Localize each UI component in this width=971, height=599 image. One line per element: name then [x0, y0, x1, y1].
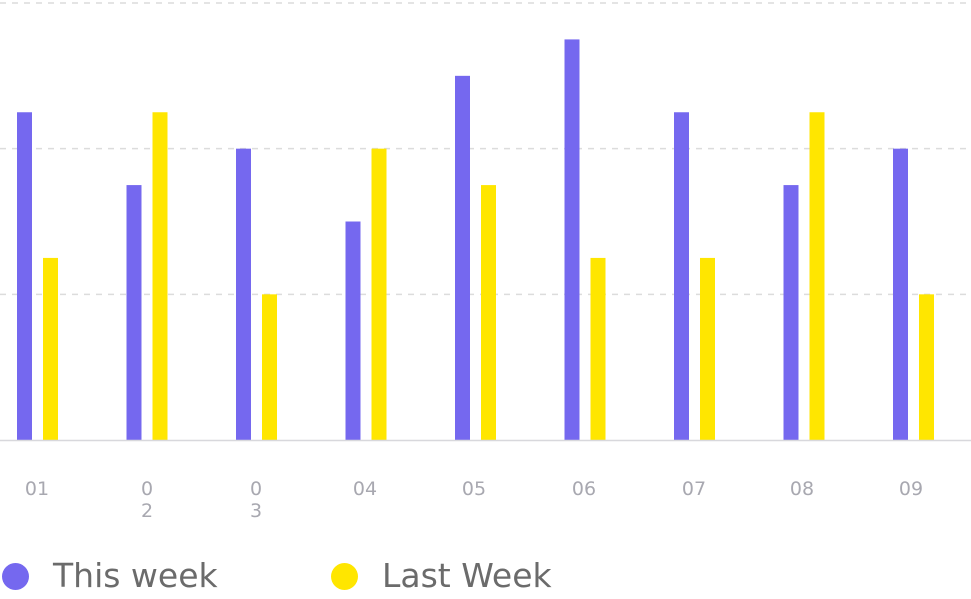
bar-this-week-02: [126, 185, 142, 440]
bar-this-week-03: [236, 148, 251, 440]
bar-this-week-07: [674, 112, 689, 440]
bars: [17, 39, 934, 441]
bar-last-week-04: [371, 148, 387, 440]
x-tick-label-09: 09: [899, 478, 923, 500]
x-tick-label-05: 05: [462, 478, 486, 500]
bar-this-week-01: [17, 112, 32, 440]
bar-this-week-05: [455, 75, 470, 440]
bar-this-week-08: [783, 185, 799, 440]
bar-last-week-08: [809, 112, 825, 440]
bar-last-week-06: [590, 257, 606, 440]
bar-last-week-03: [262, 294, 277, 440]
x-tick-label-04: 04: [353, 478, 377, 500]
legend-this-week-circle-icon: [2, 562, 29, 590]
x-axis-tick-labels: 01 0 2 0 3 04 05 06 07 08 09: [25, 478, 923, 522]
x-tick-label-08: 08: [790, 478, 814, 500]
legend-item-this-week: This week: [2, 553, 218, 599]
bar-this-week-04: [345, 221, 361, 440]
bar-this-week-06: [564, 39, 580, 441]
legend-label-last-week: Last Week: [382, 556, 552, 595]
x-tick-label-06: 06: [572, 478, 596, 500]
legend-label-this-week: This week: [53, 556, 218, 595]
bar-this-week-09: [893, 148, 908, 440]
bar-last-week-09: [919, 294, 934, 440]
bar-last-week-02: [152, 112, 168, 440]
bar-last-week-01: [43, 257, 58, 440]
x-tick-label-07: 07: [682, 478, 706, 500]
legend-item-last-week: Last Week: [331, 553, 552, 599]
legend-last-week-circle-icon: [331, 562, 358, 590]
bar-last-week-05: [481, 185, 496, 440]
x-tick-label-01: 01: [25, 478, 49, 500]
bar-last-week-07: [700, 257, 715, 440]
